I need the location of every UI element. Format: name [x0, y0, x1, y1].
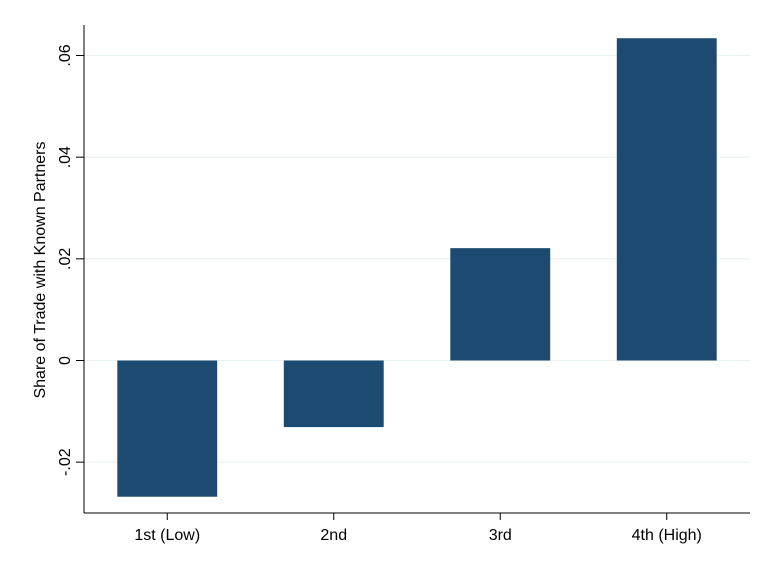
y-tick-label: .02 — [57, 248, 74, 270]
bar-4 — [616, 38, 717, 361]
bar-3 — [450, 248, 551, 361]
y-tick-label: .06 — [57, 44, 74, 66]
tick-labels: -.02 0 .02 .04 .06 1st (Low) 2nd 3rd 4th (High) — [57, 44, 702, 544]
y-axis-title: Share of Trade with Known Partners — [32, 141, 49, 398]
x-tick-label: 2nd — [320, 527, 347, 544]
bar-1 — [117, 360, 218, 497]
x-tick-label: 3rd — [489, 527, 512, 544]
y-tick-label: .04 — [57, 146, 74, 168]
bar-2 — [283, 360, 384, 428]
y-tick-label: 0 — [57, 356, 74, 365]
x-tick-label: 4th (High) — [632, 527, 702, 544]
axes — [76, 25, 750, 520]
bars — [117, 38, 717, 497]
y-tick-label: -.02 — [57, 448, 74, 476]
x-tick-label: 1st (Low) — [134, 527, 200, 544]
